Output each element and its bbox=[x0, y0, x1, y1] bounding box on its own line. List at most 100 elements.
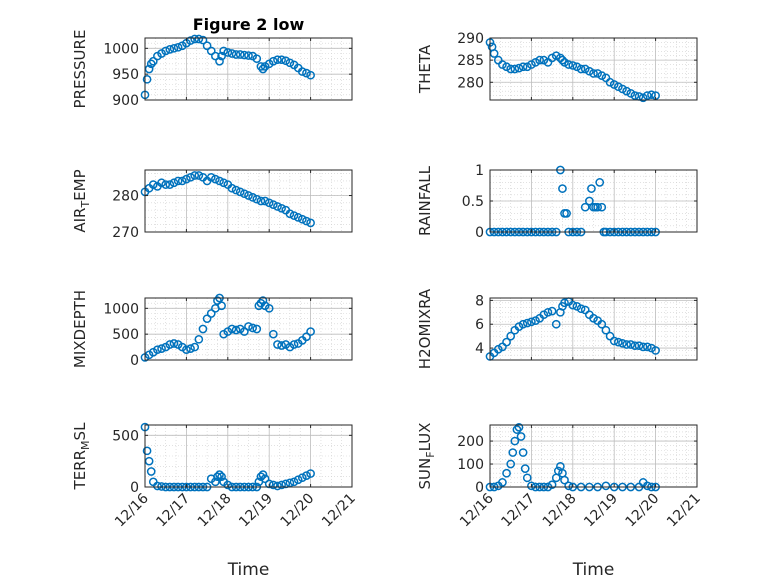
data-point bbox=[252, 324, 262, 334]
data-point bbox=[157, 482, 166, 491]
data-point bbox=[186, 172, 195, 182]
data-point bbox=[219, 46, 229, 56]
data-point bbox=[148, 180, 158, 189]
y-tick-label: 280 bbox=[457, 75, 484, 91]
y-tick-label: 280 bbox=[112, 189, 139, 205]
data-point bbox=[576, 304, 586, 314]
data-point bbox=[219, 178, 229, 188]
data-point bbox=[258, 470, 268, 479]
data-point bbox=[173, 42, 183, 52]
subplot-mixdepth: 0 500 1000 MIXDEPTH bbox=[71, 290, 353, 369]
data-point bbox=[651, 346, 660, 355]
data-point bbox=[647, 90, 656, 100]
data-point bbox=[235, 187, 245, 197]
data-point bbox=[202, 41, 212, 51]
data-point bbox=[157, 178, 166, 188]
data-point bbox=[169, 339, 179, 348]
y-axis-label: RAINFALL bbox=[416, 165, 434, 236]
x-tick-label: 12/21 bbox=[319, 491, 359, 531]
data-point bbox=[498, 478, 507, 487]
x-tick-label: 12/19 bbox=[236, 491, 276, 531]
data-point bbox=[576, 64, 586, 74]
data-point bbox=[268, 200, 278, 209]
data-point bbox=[182, 345, 191, 355]
data-point bbox=[522, 473, 532, 483]
data-point bbox=[231, 50, 241, 59]
data-point bbox=[244, 51, 253, 60]
data-point bbox=[264, 198, 274, 208]
data-point bbox=[194, 34, 204, 44]
data-point bbox=[153, 481, 162, 491]
data-point bbox=[165, 340, 175, 349]
data-point bbox=[638, 93, 648, 103]
data-point bbox=[190, 171, 200, 180]
data-point bbox=[514, 422, 524, 432]
y-tick-label: 1 bbox=[475, 163, 484, 179]
y-tick-label: 8 bbox=[475, 293, 484, 309]
data-point bbox=[306, 469, 315, 478]
data-point bbox=[302, 216, 311, 226]
data-point bbox=[223, 48, 233, 57]
data-point bbox=[642, 91, 652, 100]
data-point bbox=[558, 55, 567, 65]
data-point bbox=[277, 55, 286, 65]
data-point bbox=[508, 448, 518, 457]
data-point bbox=[522, 318, 532, 328]
x-tick-label: 12/21 bbox=[664, 491, 704, 531]
data-point bbox=[531, 58, 540, 67]
data-point bbox=[217, 472, 226, 482]
x-tick-label: 12/17 bbox=[498, 491, 538, 531]
data-point bbox=[634, 341, 644, 351]
data-point bbox=[277, 480, 286, 490]
data-point bbox=[568, 300, 578, 310]
data-point bbox=[297, 67, 307, 76]
data-point bbox=[297, 214, 307, 224]
data-point bbox=[153, 345, 162, 355]
data-point bbox=[514, 63, 524, 73]
subplot-sun-flux: 0 100 200 SUNFLUX 12/16 12/17 12/18 12/19 12/20 1… bbox=[416, 423, 704, 580]
data-point bbox=[293, 475, 303, 485]
data-point bbox=[510, 64, 520, 74]
subplot-theta: 280 285 290 THETA bbox=[416, 31, 698, 103]
y-tick-label: 0 bbox=[130, 353, 139, 369]
data-point bbox=[502, 337, 511, 347]
data-point bbox=[190, 34, 200, 44]
x-tick-label: 12/17 bbox=[153, 491, 193, 531]
y-tick-label: 270 bbox=[112, 225, 139, 241]
data-point bbox=[622, 340, 631, 349]
data-point bbox=[194, 171, 204, 180]
data-point bbox=[206, 309, 216, 318]
data-point bbox=[206, 46, 216, 56]
data-point bbox=[520, 464, 530, 473]
data-point bbox=[564, 481, 574, 491]
data-point bbox=[240, 50, 249, 60]
data-point bbox=[248, 193, 257, 202]
data-point bbox=[593, 69, 602, 78]
data-point bbox=[613, 82, 623, 92]
data-point bbox=[587, 184, 596, 193]
data-point bbox=[289, 340, 299, 349]
data-point bbox=[502, 62, 511, 72]
data-point bbox=[498, 60, 507, 69]
data-point bbox=[258, 296, 268, 305]
y-tick-label: 0.5 bbox=[462, 194, 484, 210]
data-point bbox=[306, 218, 315, 228]
data-point bbox=[642, 481, 652, 491]
data-point bbox=[593, 202, 602, 212]
y-axis-label: THETA bbox=[416, 44, 434, 94]
y-tick-label: 290 bbox=[457, 31, 484, 47]
subplot-air-temp: 270 280 AIRTEMP bbox=[71, 169, 353, 241]
y-axis-label: SUNFLUX bbox=[416, 423, 437, 490]
data-point bbox=[580, 64, 590, 74]
axes-box bbox=[144, 424, 353, 488]
data-point bbox=[527, 60, 536, 69]
x-tick-label: 12/20 bbox=[278, 491, 318, 531]
data-point bbox=[161, 180, 171, 189]
data-point bbox=[144, 64, 154, 74]
y-axis-label: AIRTEMP bbox=[71, 169, 92, 232]
data-point bbox=[231, 325, 241, 335]
data-point bbox=[217, 301, 226, 311]
data-point bbox=[585, 66, 594, 76]
data-point bbox=[489, 49, 499, 58]
x-tick-label: 12/18 bbox=[540, 491, 580, 531]
